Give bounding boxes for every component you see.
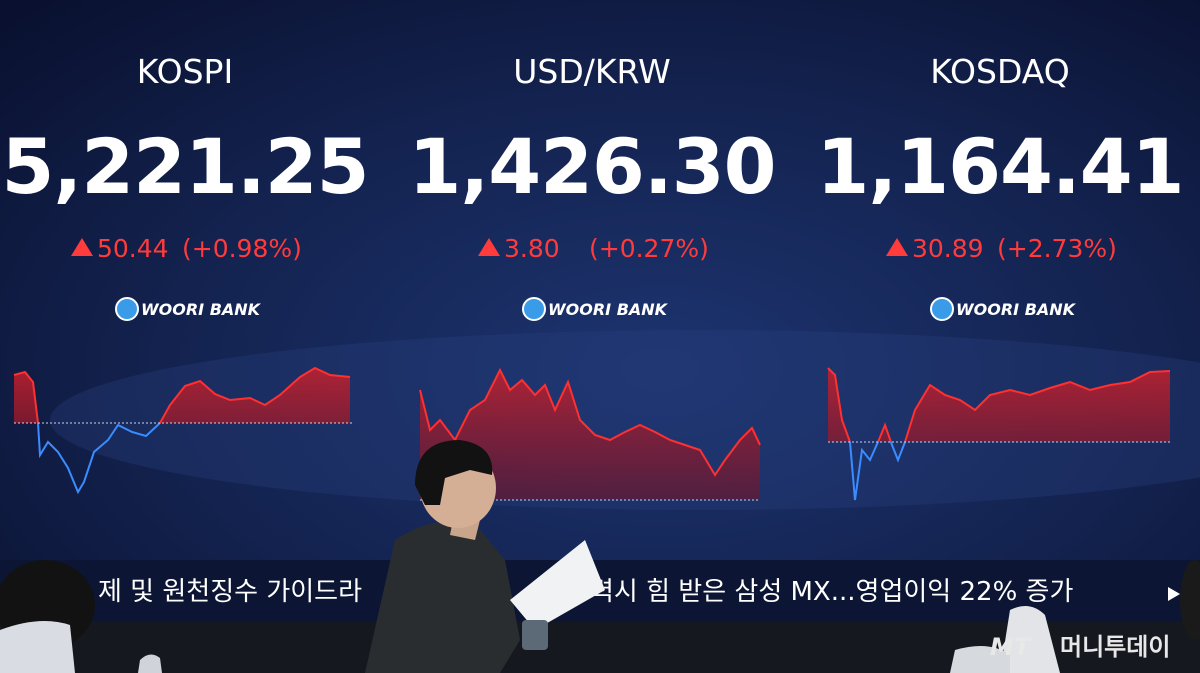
kospi-sparkline <box>13 366 352 495</box>
area <box>420 370 760 500</box>
line-up <box>419 367 761 477</box>
index-value: 1,426.30 <box>408 122 775 211</box>
ticker-text: 력시 힘 받은 삼성 MX...영업이익 22% 증가 <box>590 577 1073 607</box>
bank-name: WOORI BANK <box>548 300 669 319</box>
index-name: KOSPI <box>137 52 233 91</box>
panels: KOSPI 5,221.25 50.44 (+0.98%) WOORI BANK USD/… <box>1 52 1185 321</box>
bank-name: WOORI BANK <box>141 300 262 319</box>
up-arrow <box>71 238 93 256</box>
line-down <box>848 442 907 501</box>
bank-logo <box>115 297 139 321</box>
foreground-people <box>0 440 1200 673</box>
ticker-text: 제 및 원천징수 가이드라 <box>98 577 362 607</box>
index-change-pct: (+2.73%) <box>997 234 1117 263</box>
index-name: USD/KRW <box>513 52 671 91</box>
watermark-text: 머니투데이 <box>1060 633 1170 661</box>
bank-name: WOORI BANK <box>956 300 1077 319</box>
index-change-pct: (+0.98%) <box>182 234 302 263</box>
line-down <box>36 423 162 495</box>
index-change: 30.89 <box>912 234 984 263</box>
area <box>828 368 1170 442</box>
bank-logo <box>522 297 546 321</box>
ticker-arrow <box>1168 587 1180 601</box>
bank-logo <box>930 297 954 321</box>
index-value: 1,164.41 <box>816 122 1183 211</box>
index-value: 5,221.25 <box>1 122 368 211</box>
kosdaq-sparkline <box>827 367 1171 501</box>
up-arrow <box>886 238 908 256</box>
up-arrow <box>478 238 500 256</box>
watermark-logo: MT <box>990 633 1032 661</box>
index-change: 50.44 <box>97 234 169 263</box>
index-name: KOSDAQ <box>930 52 1070 91</box>
line-up <box>13 366 351 423</box>
area <box>14 368 350 423</box>
index-change-pct: (+0.27%) <box>589 234 709 263</box>
line-up <box>827 367 1171 442</box>
index-change: 3.80 <box>504 234 560 263</box>
